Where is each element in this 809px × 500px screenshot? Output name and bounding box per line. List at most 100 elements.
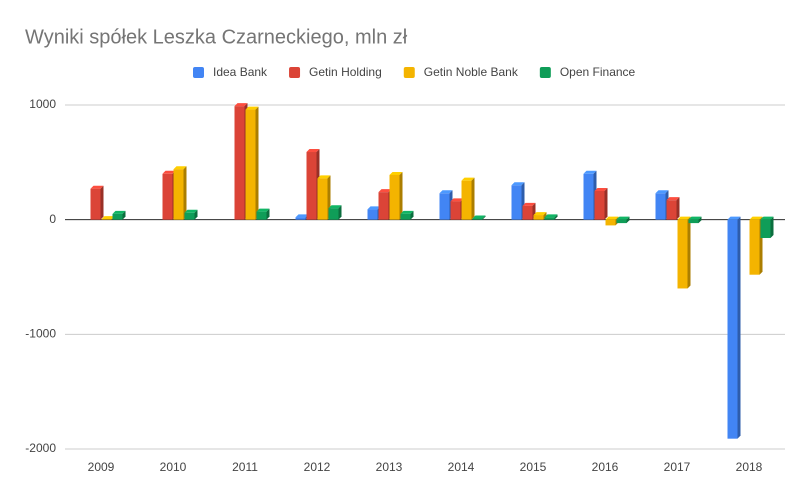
bar-side <box>255 106 259 220</box>
bar-top <box>511 182 525 186</box>
bar-top <box>101 216 115 220</box>
bar-side <box>410 210 414 220</box>
bar-top <box>583 170 597 174</box>
bar-top <box>256 208 270 212</box>
bar-top <box>594 188 608 191</box>
x-tick-label: 2013 <box>376 460 403 474</box>
bar-side <box>676 197 680 220</box>
bar <box>749 219 760 275</box>
bar <box>472 218 483 220</box>
bar <box>234 106 245 220</box>
x-tick-label: 2015 <box>520 460 547 474</box>
bar-top <box>760 216 774 220</box>
bar-top <box>400 210 414 214</box>
bar <box>328 208 339 220</box>
bar-top <box>450 198 464 202</box>
bar-top <box>295 214 309 218</box>
bar <box>306 152 317 220</box>
bar <box>400 213 411 220</box>
bar-side <box>626 216 630 224</box>
bar-top <box>378 189 392 193</box>
bar <box>367 209 378 220</box>
bar <box>677 219 688 289</box>
legend-swatch <box>289 67 301 78</box>
bar-top <box>533 212 547 216</box>
bar <box>544 217 555 220</box>
legend-label: Getin Noble Bank <box>424 65 519 79</box>
bar-top <box>605 216 619 220</box>
bar-top <box>90 185 104 189</box>
bar <box>184 212 195 220</box>
y-tick-label: 0 <box>49 212 56 226</box>
bar <box>317 178 328 220</box>
bar-top <box>472 215 486 219</box>
legend-label: Open Finance <box>560 65 636 79</box>
bar-side <box>471 177 475 220</box>
bar-side <box>338 205 342 220</box>
bar-side <box>687 216 691 289</box>
legend-label: Idea Bank <box>213 65 268 79</box>
bar-top <box>522 202 536 206</box>
bar-top <box>544 214 558 218</box>
bar <box>101 219 112 220</box>
x-tick-label: 2009 <box>88 460 115 474</box>
x-tick-label: 2018 <box>736 460 763 474</box>
bar <box>162 173 173 220</box>
bar <box>112 213 123 220</box>
x-tick-label: 2017 <box>664 460 691 474</box>
bar-top <box>439 190 453 194</box>
bar <box>378 192 389 220</box>
legend-swatch <box>403 67 415 78</box>
bar-side <box>543 212 547 220</box>
bar <box>450 201 461 220</box>
x-tick-label: 2014 <box>448 460 475 474</box>
bar-side <box>122 210 126 220</box>
bar <box>583 173 594 220</box>
bar-top <box>727 216 741 220</box>
bar <box>605 219 616 226</box>
bar <box>666 200 677 220</box>
bar <box>727 219 738 439</box>
bar-side <box>770 216 774 239</box>
bar-top <box>112 210 126 214</box>
x-tick-label: 2011 <box>232 460 258 474</box>
legend-label: Getin Holding <box>309 65 382 79</box>
bar-side <box>554 214 558 220</box>
x-tick-label: 2016 <box>592 460 619 474</box>
y-tick-label: 1000 <box>29 97 56 111</box>
bar-top <box>367 206 381 210</box>
y-tick-label: -2000 <box>25 441 56 455</box>
bar-side <box>183 166 187 220</box>
x-tick-label: 2010 <box>160 460 187 474</box>
bar-top <box>461 177 475 181</box>
bar <box>389 174 400 220</box>
chart-title: Wyniki spółek Leszka Czarneckiego, mln z… <box>25 26 408 48</box>
bar-top <box>688 216 702 220</box>
bar <box>461 180 472 220</box>
bar-top <box>677 216 691 220</box>
bar <box>256 211 267 220</box>
bar-top <box>616 216 630 220</box>
bar-top <box>389 171 403 175</box>
bar <box>760 219 771 239</box>
bar-side <box>737 216 741 439</box>
bar-side <box>100 185 104 220</box>
bar <box>522 205 533 220</box>
bar <box>655 193 666 220</box>
legend-swatch <box>539 67 551 78</box>
bar-top <box>749 216 763 220</box>
bar-top <box>666 197 680 201</box>
bar-top <box>245 106 259 110</box>
bar <box>616 219 627 224</box>
x-tick-label: 2012 <box>304 460 331 474</box>
bar-top <box>655 190 669 194</box>
bar-side <box>482 215 486 220</box>
bar-side <box>194 209 198 220</box>
bar-top <box>317 175 331 179</box>
bar-top <box>173 166 187 170</box>
bar <box>439 193 450 220</box>
bar-side <box>266 208 270 220</box>
bar <box>511 185 522 220</box>
bar-top <box>328 205 342 209</box>
